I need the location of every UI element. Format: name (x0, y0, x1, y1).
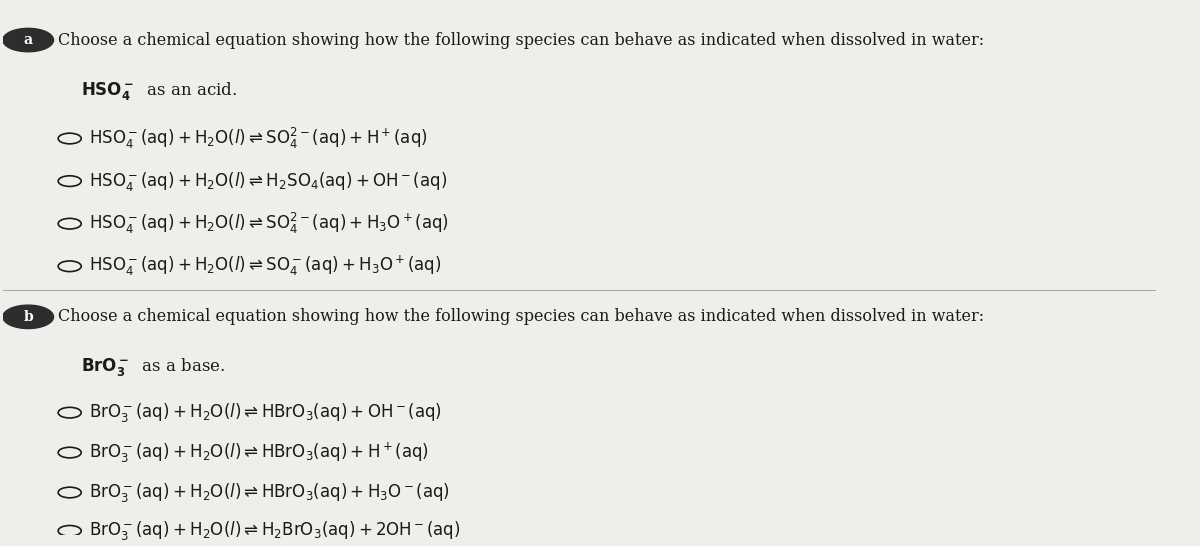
Text: $\mathrm{BrO_3^-(aq) + H_2O(\mathit{l}) \rightleftharpoons H_2BrO_3(aq) + 2OH^-(: $\mathrm{BrO_3^-(aq) + H_2O(\mathit{l}) … (89, 519, 461, 542)
Text: b: b (23, 310, 34, 324)
Text: Choose a chemical equation showing how the following species can behave as indic: Choose a chemical equation showing how t… (58, 32, 984, 49)
Text: $\mathbf{BrO_3^-}$  as a base.: $\mathbf{BrO_3^-}$ as a base. (82, 357, 226, 378)
Text: $\mathrm{BrO_3^-(aq) + H_2O(\mathit{l}) \rightleftharpoons HBrO_3(aq) + H^+(aq)}: $\mathrm{BrO_3^-(aq) + H_2O(\mathit{l}) … (89, 441, 430, 465)
Text: a: a (24, 33, 32, 47)
Text: $\mathrm{HSO_4^-(aq) + H_2O(\mathit{l}) \rightleftharpoons H_2SO_4(aq) + OH^-(aq: $\mathrm{HSO_4^-(aq) + H_2O(\mathit{l}) … (89, 170, 448, 193)
Text: $\mathrm{BrO_3^-(aq) + H_2O(\mathit{l}) \rightleftharpoons HBrO_3(aq) + OH^-(aq): $\mathrm{BrO_3^-(aq) + H_2O(\mathit{l}) … (89, 401, 443, 424)
Text: $\mathrm{HSO_4^-(aq) + H_2O(\mathit{l}) \rightleftharpoons SO_4^{2-}(aq) + H_3O^: $\mathrm{HSO_4^-(aq) + H_2O(\mathit{l}) … (89, 211, 449, 236)
Text: Choose a chemical equation showing how the following species can behave as indic: Choose a chemical equation showing how t… (58, 308, 984, 325)
Circle shape (2, 305, 54, 329)
Text: $\mathrm{HSO_4^-(aq) + H_2O(\mathit{l}) \rightleftharpoons SO_4^{2-}(aq) + H^+(a: $\mathrm{HSO_4^-(aq) + H_2O(\mathit{l}) … (89, 126, 428, 151)
Text: $\mathrm{BrO_3^-(aq) + H_2O(\mathit{l}) \rightleftharpoons HBrO_3(aq) + H_3O^-(a: $\mathrm{BrO_3^-(aq) + H_2O(\mathit{l}) … (89, 481, 450, 504)
Text: $\mathrm{HSO_4^-(aq) + H_2O(\mathit{l}) \rightleftharpoons SO_4^-(aq) + H_3O^+(a: $\mathrm{HSO_4^-(aq) + H_2O(\mathit{l}) … (89, 254, 442, 278)
Circle shape (2, 28, 54, 52)
Text: $\mathbf{HSO_4^-}$  as an acid.: $\mathbf{HSO_4^-}$ as an acid. (82, 80, 238, 102)
